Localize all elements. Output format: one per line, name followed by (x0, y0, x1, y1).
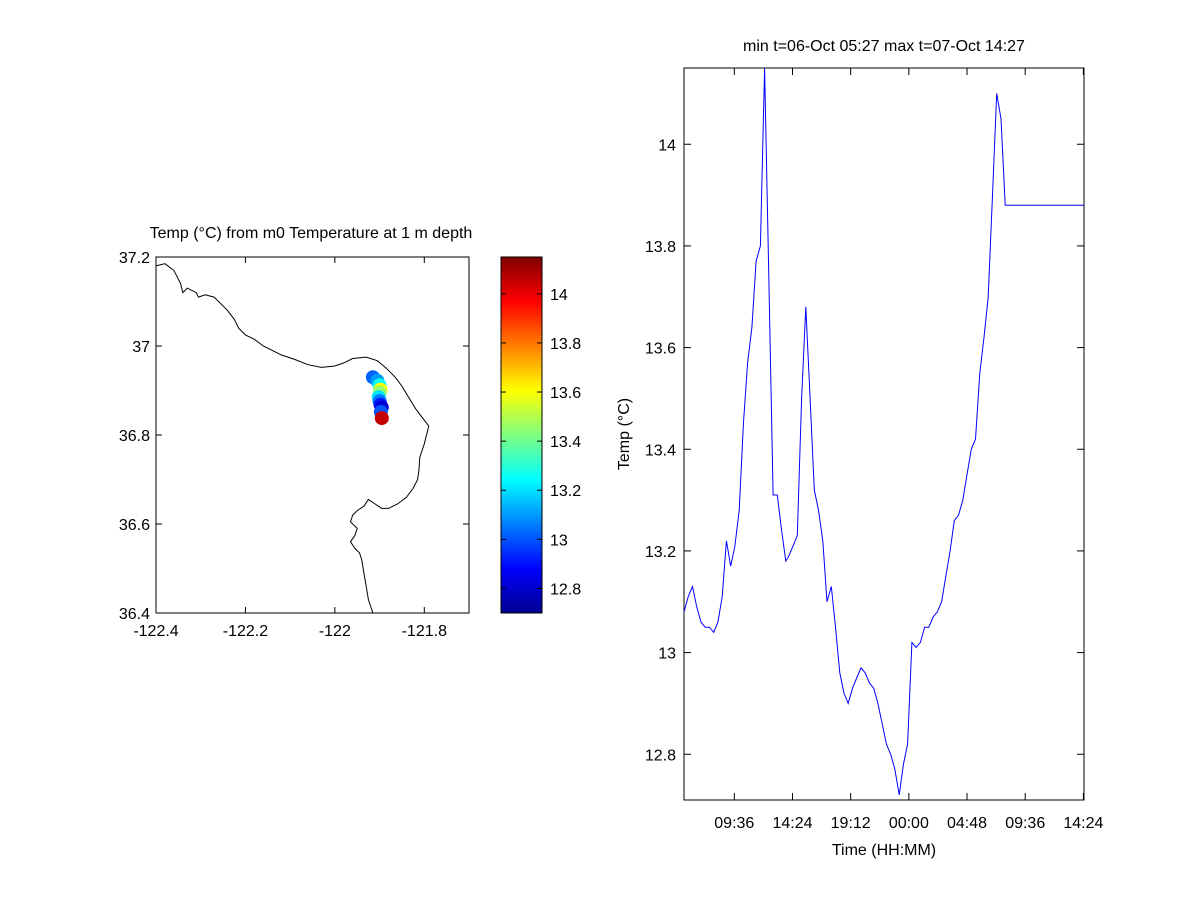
line-ticks: 09:36 14:24 19:12 00:00 04:48 09:36 14:24 12.8 1… (645, 68, 1104, 832)
line-ytick-label-1: 13 (658, 646, 676, 663)
cbar-tick-label-2: 13.2 (550, 483, 581, 500)
line-xlabel: Time (HH:MM) (832, 842, 936, 859)
line-xtick-label-2: 19:12 (831, 815, 871, 832)
line-xtick-label-4: 04:48 (947, 815, 987, 832)
line-ytick-label-2: 13.2 (645, 544, 676, 561)
map-ytick-label-0: 36.4 (119, 606, 150, 623)
map-ticks: -122.4 -122.2 -122 -121.8 36.4 36.6 36.8 37 37.2 (119, 250, 469, 640)
map-ytick-label-4: 37.2 (119, 250, 150, 267)
line-title: min t=06-Oct 05:27 max t=07-Oct 14:27 (743, 38, 1025, 55)
map-title: Temp (°C) from m0 Temperature at 1 m dep… (150, 225, 473, 242)
cbar-tick-label-1: 13 (550, 532, 568, 549)
map-ytick-label-3: 37 (132, 339, 150, 356)
map-panel: Temp (°C) from m0 Temperature at 1 m dep… (119, 225, 472, 640)
line-ytick-label-6: 14 (658, 137, 676, 154)
map-ytick-label-2: 36.8 (119, 428, 150, 445)
map-axes-box (155, 256, 470, 614)
map-xtick-label-0: -122.4 (133, 623, 178, 640)
cbar-tick-label-4: 13.6 (550, 385, 581, 402)
line-xtick-label-1: 14:24 (772, 815, 812, 832)
colorbar: 12.8 13 13.2 13.4 13.6 13.8 14 (500, 256, 581, 614)
cbar-tick-label-5: 13.8 (550, 336, 581, 353)
cbar-tick-label-0: 12.8 (550, 581, 581, 598)
line-ytick-label-3: 13.4 (645, 442, 676, 459)
map-ytick-label-1: 36.6 (119, 517, 150, 534)
map-xtick-label-3: -121.8 (402, 623, 447, 640)
line-axes-box (683, 67, 1085, 801)
line-xtick-label-0: 09:36 (714, 815, 754, 832)
line-ytick-label-0: 12.8 (645, 747, 676, 764)
map-xtick-label-1: -122.2 (223, 623, 268, 640)
map-point-10 (374, 411, 389, 426)
line-ylabel: Temp (°C) (616, 398, 633, 470)
line-ytick-label-5: 13.8 (645, 239, 676, 256)
map-xtick-label-2: -122 (319, 623, 351, 640)
colorbar-ticks: 12.8 13 13.2 13.4 13.6 13.8 14 (501, 287, 581, 598)
coastline (155, 263, 430, 614)
colorbar-gradient (500, 256, 543, 614)
line-xtick-label-3: 00:00 (889, 815, 929, 832)
cbar-tick-label-3: 13.4 (550, 434, 581, 451)
line-xtick-label-6: 14:24 (1063, 815, 1103, 832)
line-ytick-label-4: 13.6 (645, 341, 676, 358)
cbar-tick-label-6: 14 (550, 287, 568, 304)
line-panel: min t=06-Oct 05:27 max t=07-Oct 14:27 09… (616, 38, 1104, 859)
series-line-temp (683, 67, 1084, 795)
line-xtick-label-5: 09:36 (1005, 815, 1045, 832)
